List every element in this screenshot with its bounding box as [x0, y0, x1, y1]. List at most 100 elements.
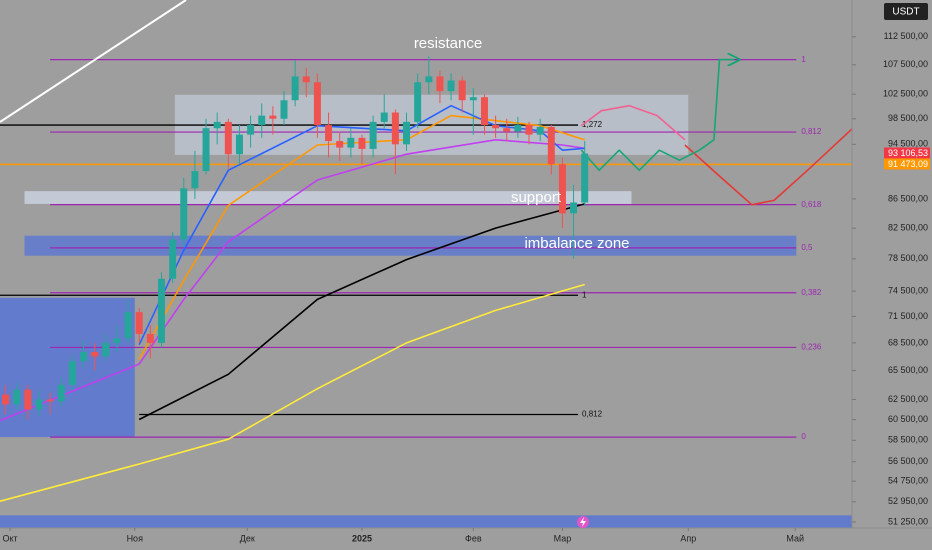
- y-tick-label: 82 500,00: [888, 223, 928, 233]
- indicator-line: [580, 60, 734, 172]
- x-tick-label: Окт: [2, 533, 17, 543]
- candle-body: [325, 125, 333, 142]
- candle-body: [536, 126, 544, 135]
- zone: [0, 297, 135, 438]
- x-tick-label: Май: [786, 533, 804, 543]
- y-tick-label: 98 500,00: [888, 113, 928, 123]
- candle-body: [180, 188, 188, 240]
- y-tick-label: 58 500,00: [888, 435, 928, 445]
- x-tick-label: Ноя: [127, 533, 144, 543]
- y-tick-label: 94 500,00: [888, 139, 928, 149]
- fib-label: 0: [801, 432, 806, 441]
- indicator-line: [580, 104, 686, 141]
- candle-body: [291, 76, 299, 101]
- candle-body: [80, 351, 88, 362]
- x-tick-label: Дек: [240, 533, 255, 543]
- annotation: support: [511, 189, 562, 206]
- x-tick-label: 2025: [352, 533, 372, 543]
- zone: [0, 515, 852, 528]
- y-tick-label: 112 500,00: [884, 31, 928, 41]
- candle-body: [547, 126, 555, 165]
- fib-label: 0,5: [801, 243, 813, 252]
- level-label: 1,272: [582, 120, 603, 129]
- indicator-line: [0, 139, 585, 422]
- level-label: 0,812: [582, 410, 603, 419]
- event-icon-bolt: [580, 517, 586, 527]
- candle-body: [258, 115, 266, 126]
- candle-body: [169, 239, 177, 279]
- candle-body: [447, 80, 455, 92]
- y-tick-label: 68 500,00: [888, 337, 928, 347]
- candle-body: [358, 137, 366, 149]
- candle-body: [13, 389, 21, 405]
- fib-label: 0,618: [801, 200, 822, 209]
- candle-body: [213, 121, 221, 129]
- fib-label: 0,236: [801, 343, 822, 352]
- y-tick-label: 86 500,00: [888, 193, 928, 203]
- y-tick-label: 74 500,00: [888, 285, 928, 295]
- candle-body: [313, 82, 321, 126]
- candle-body: [347, 137, 355, 148]
- candle-body: [157, 278, 165, 343]
- price-tag-label: 91 473,09: [888, 159, 928, 169]
- candle-body: [2, 394, 10, 405]
- candle-body: [525, 125, 533, 135]
- annotation: resistance: [414, 35, 482, 52]
- level-label: 1: [582, 290, 587, 299]
- candle-body: [191, 171, 199, 189]
- candle-body: [581, 153, 589, 203]
- candle-body: [336, 141, 344, 148]
- candle-body: [224, 121, 232, 155]
- candle-body: [436, 76, 444, 92]
- candle-body: [302, 76, 310, 83]
- y-tick-label: 52 950,00: [888, 496, 928, 506]
- x-tick-label: Апр: [680, 533, 696, 543]
- candle-body: [247, 125, 255, 135]
- candle-body: [113, 338, 121, 343]
- candle-body: [102, 342, 110, 357]
- candle-body: [46, 399, 54, 402]
- candle-body: [403, 121, 411, 145]
- y-tick-label: 78 500,00: [888, 253, 928, 263]
- y-tick-label: 65 500,00: [888, 365, 928, 375]
- candle-body: [570, 202, 578, 214]
- candle-body: [235, 134, 243, 155]
- y-tick-label: 107 500,00: [883, 59, 928, 69]
- y-tick-label: 51 250,00: [888, 516, 928, 526]
- candle-body: [425, 76, 433, 83]
- fib-label: 0,812: [801, 127, 822, 136]
- candle-body: [68, 361, 76, 385]
- indicator-line: [0, 283, 585, 502]
- x-tick-label: Фев: [465, 533, 482, 543]
- fib-label: 1: [801, 55, 806, 64]
- fib-label: 0,382: [801, 288, 822, 297]
- y-tick-label: 71 500,00: [888, 311, 928, 321]
- indicator-line: [138, 203, 585, 421]
- candle-body: [503, 128, 511, 132]
- candle-body: [558, 164, 566, 214]
- indicator-line: [684, 128, 853, 206]
- candle-body: [458, 80, 466, 101]
- y-tick-label: 62 500,00: [888, 394, 928, 404]
- candle-body: [414, 82, 422, 122]
- plot-area: 1 0,812 0,618 0,5 0,382 0,236 0 1,272 1 0,812: [0, 55, 853, 528]
- candle-body: [202, 128, 210, 172]
- currency-box[interactable]: [884, 3, 928, 20]
- candle-body: [469, 97, 477, 101]
- y-tick-label: 60 500,00: [888, 414, 928, 424]
- candle-body: [480, 97, 488, 126]
- candle-body: [492, 125, 500, 129]
- y-tick-label: 54 750,00: [888, 476, 928, 486]
- price-tag-label: 93 106,53: [888, 148, 928, 158]
- candle-body: [514, 125, 522, 132]
- zone: [24, 191, 632, 204]
- candle-body: [124, 312, 132, 339]
- candle-body: [380, 112, 388, 122]
- x-tick-label: Мар: [554, 533, 572, 543]
- candle-body: [369, 121, 377, 149]
- candle-body: [135, 312, 143, 334]
- y-tick-label: 102 500,00: [883, 89, 928, 99]
- annotation: imbalance zone: [524, 235, 629, 252]
